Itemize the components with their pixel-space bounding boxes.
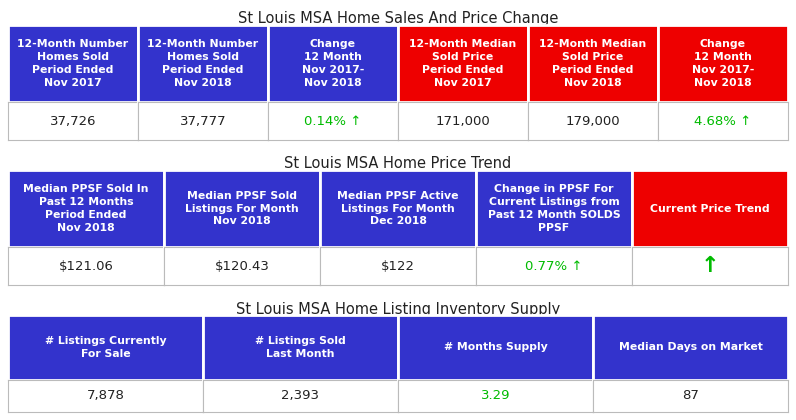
Text: Median PPSF Sold
Listings For Month
Nov 2018: Median PPSF Sold Listings For Month Nov … <box>185 191 298 226</box>
Text: $120.43: $120.43 <box>215 260 269 273</box>
Text: Median PPSF Active
Listings For Month
Dec 2018: Median PPSF Active Listings For Month De… <box>338 191 458 226</box>
Text: 12-Month Number
Homes Sold
Period Ended
Nov 2017: 12-Month Number Homes Sold Period Ended … <box>18 39 129 88</box>
Text: 171,000: 171,000 <box>435 115 490 128</box>
Text: 0.77% ↑: 0.77% ↑ <box>525 260 583 273</box>
Text: Change in PPSF For
Current Listings from
Past 12 Month SOLDS
PPSF: Change in PPSF For Current Listings from… <box>488 184 620 233</box>
Text: 12-Month Median
Sold Price
Period Ended
Nov 2018: 12-Month Median Sold Price Period Ended … <box>540 39 646 88</box>
Text: 2,393: 2,393 <box>282 389 319 402</box>
Text: Change
12 Month
Nov 2017-
Nov 2018: Change 12 Month Nov 2017- Nov 2018 <box>302 39 365 88</box>
Text: # Months Supply: # Months Supply <box>443 342 548 352</box>
Text: 179,000: 179,000 <box>566 115 620 128</box>
Text: 7,878: 7,878 <box>87 389 124 402</box>
Text: St Louis MSA Home Sales And Price Change: St Louis MSA Home Sales And Price Change <box>238 11 558 26</box>
Text: 4.68% ↑: 4.68% ↑ <box>694 115 751 128</box>
Text: 12-Month Median
Sold Price
Period Ended
Nov 2017: 12-Month Median Sold Price Period Ended … <box>409 39 517 88</box>
Text: 37,777: 37,777 <box>180 115 226 128</box>
Text: St Louis MSA Home Price Trend: St Louis MSA Home Price Trend <box>284 156 512 171</box>
Text: 3.29: 3.29 <box>481 389 510 402</box>
Text: 0.14% ↑: 0.14% ↑ <box>304 115 361 128</box>
Text: ↑: ↑ <box>700 256 720 276</box>
Text: Median Days on Market: Median Days on Market <box>618 342 763 352</box>
Text: $122: $122 <box>381 260 415 273</box>
Text: # Listings Sold
Last Month: # Listings Sold Last Month <box>256 336 346 359</box>
Text: 37,726: 37,726 <box>49 115 96 128</box>
Text: Median PPSF Sold In
Past 12 Months
Period Ended
Nov 2018: Median PPSF Sold In Past 12 Months Perio… <box>23 184 149 233</box>
Text: 12-Month Number
Homes Sold
Period Ended
Nov 2018: 12-Month Number Homes Sold Period Ended … <box>147 39 259 88</box>
Text: $121.06: $121.06 <box>59 260 114 273</box>
Text: 87: 87 <box>682 389 699 402</box>
Text: # Listings Currently
For Sale: # Listings Currently For Sale <box>45 336 166 359</box>
Text: St Louis MSA Home Listing Inventory Supply: St Louis MSA Home Listing Inventory Supp… <box>236 302 560 317</box>
Text: Change
12 Month
Nov 2017-
Nov 2018: Change 12 Month Nov 2017- Nov 2018 <box>692 39 754 88</box>
Text: Current Price Trend: Current Price Trend <box>650 204 770 213</box>
